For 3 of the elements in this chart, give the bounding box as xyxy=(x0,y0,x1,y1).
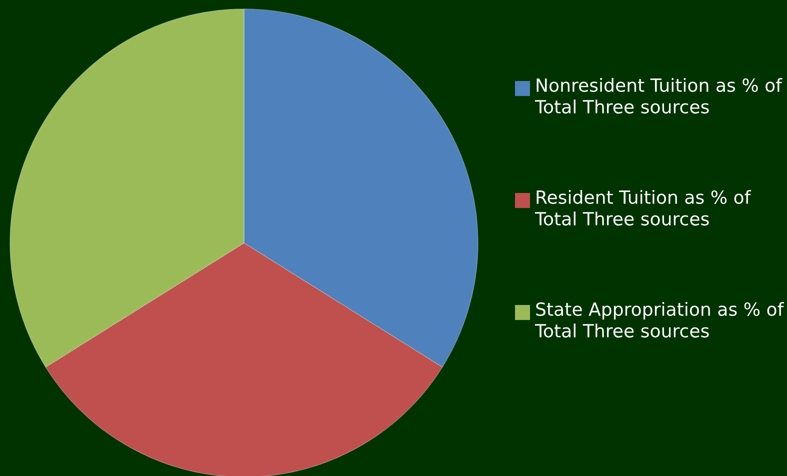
legend-label: Resident Tuition as % of Total Three sources xyxy=(534,190,752,226)
legend-label: Nonresident Tuition as % of Total Three sources xyxy=(534,78,782,114)
legend-label: State Appropriation as % of Total Three sources xyxy=(534,302,784,338)
